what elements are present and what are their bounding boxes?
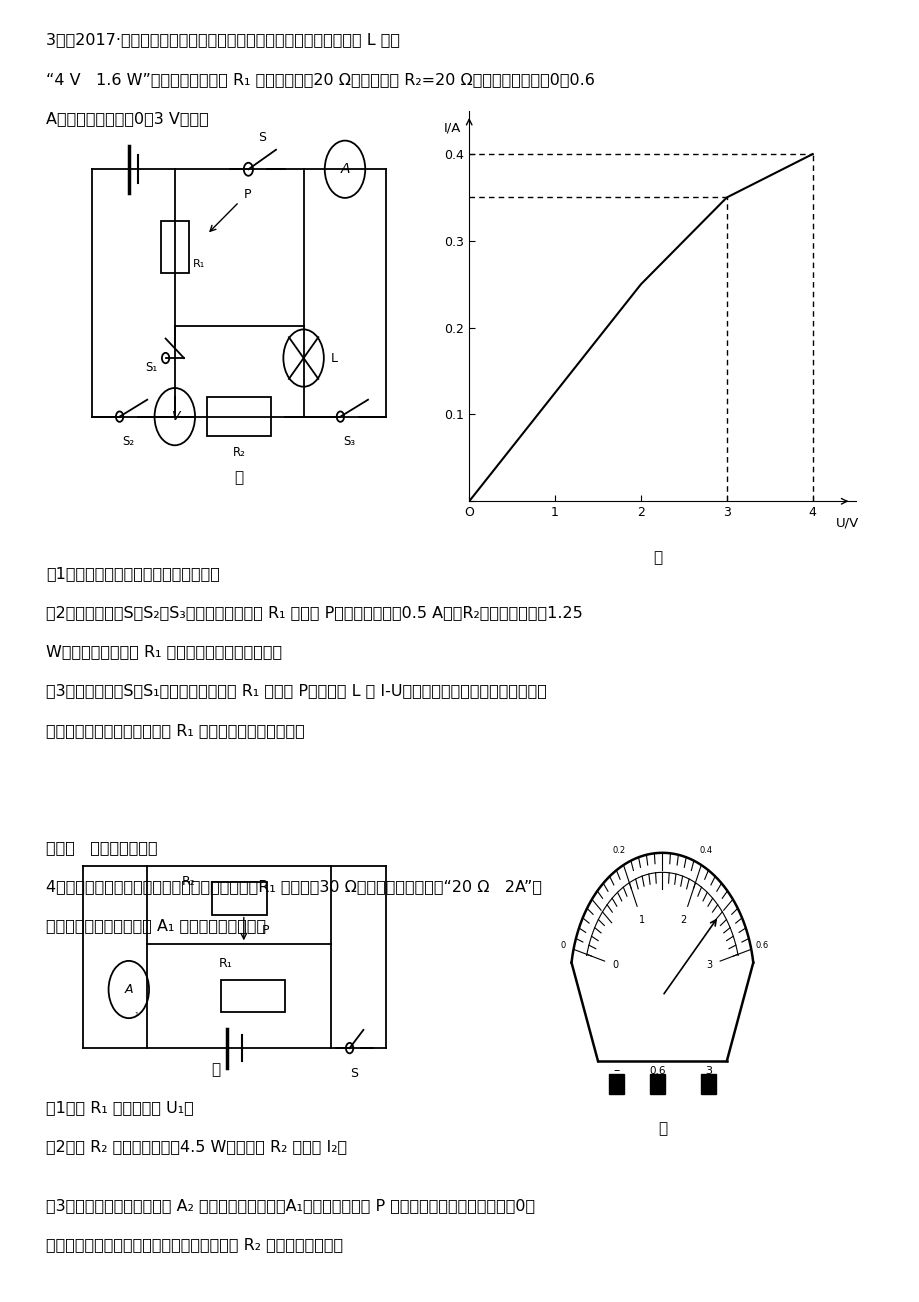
Bar <box>221 979 285 1013</box>
Text: A，电压表的量程为0～3 V。求：: A，电压表的量程为0～3 V。求： <box>46 111 209 126</box>
Text: R₁: R₁ <box>219 957 232 970</box>
Text: S: S <box>258 130 266 143</box>
Text: 2: 2 <box>679 915 686 926</box>
Text: 度线的角度相同，且电路元件均正常工作，求 R₂ 接入电路的阻值。: 度线的角度相同，且电路元件均正常工作，求 R₂ 接入电路的阻值。 <box>46 1237 343 1253</box>
Text: 0: 0 <box>611 960 618 970</box>
Text: （1）求 R₁ 两端的电压 U₁；: （1）求 R₁ 两端的电压 U₁； <box>46 1100 194 1116</box>
Bar <box>650 1074 664 1094</box>
Text: 4．在如图甲所示的电路中，电源电压恒定不变，R₁ 的阻值为30 Ω，滑动变阻器上标有“20 Ω   2A”字: 4．在如图甲所示的电路中，电源电压恒定不变，R₁ 的阻值为30 Ω，滑动变阻器上… <box>46 879 541 894</box>
Text: L: L <box>331 352 338 365</box>
Text: 3: 3 <box>706 960 712 970</box>
Text: W。此时滑动变阻器 R₁ 接入电路中的阻值是多少。: W。此时滑动变阻器 R₁ 接入电路中的阻值是多少。 <box>46 644 282 660</box>
Text: 样，闭合电键后，电流表 A₁ 的示数如图乙所示。: 样，闭合电键后，电流表 A₁ 的示数如图乙所示。 <box>46 918 266 934</box>
Text: R₁: R₁ <box>193 259 205 270</box>
Text: （3）现将同样规格的电流表 A₂ 接入电路中，不改变A₁量程，调节滑片 P 的位置，使两电流表指针偏离0刻: （3）现将同样规格的电流表 A₂ 接入电路中，不改变A₁量程，调节滑片 P 的位… <box>46 1198 535 1213</box>
Text: P: P <box>244 187 251 201</box>
Text: “4 V   1.6 W”字样，滑动变阻器 R₁ 的最大阻值为20 Ω，定值电阻 R₂=20 Ω，电流表的量程为0～0.6: “4 V 1.6 W”字样，滑动变阻器 R₁ 的最大阻值为20 Ω，定值电阻 R… <box>46 72 595 87</box>
Text: 甲: 甲 <box>211 1062 221 1077</box>
Text: V: V <box>170 410 179 423</box>
Text: 甲: 甲 <box>234 470 244 484</box>
Text: 0.6: 0.6 <box>649 1066 665 1077</box>
Text: R₂: R₂ <box>233 445 245 458</box>
Text: S₁: S₁ <box>145 361 158 374</box>
Bar <box>207 397 271 436</box>
Text: 乙: 乙 <box>657 1121 666 1135</box>
Bar <box>211 883 267 915</box>
Text: （2）若 R₂ 消耗的电功率为4.5 W，求通过 R₂ 的电流 I₂；: （2）若 R₂ 消耗的电功率为4.5 W，求通过 R₂ 的电流 I₂； <box>46 1139 346 1155</box>
Text: –: – <box>613 1064 618 1077</box>
Text: （2）只闭合开关S、S₂和S₃，移动滑动变阻器 R₁ 的滑片 P使电流表示数为0.5 A时，R₂消耗的电功率为1.25: （2）只闭合开关S、S₂和S₃，移动滑动变阻器 R₁ 的滑片 P使电流表示数为0… <box>46 605 582 621</box>
Text: U/V: U/V <box>834 517 857 530</box>
Text: S: S <box>350 1066 357 1079</box>
Text: P: P <box>262 924 269 937</box>
Text: A: A <box>340 163 349 176</box>
Text: S₃: S₃ <box>343 435 356 448</box>
Bar <box>700 1074 715 1094</box>
Text: （1）小灯泡正常工作时的电阻是多少。: （1）小灯泡正常工作时的电阻是多少。 <box>46 566 220 582</box>
Text: 0: 0 <box>560 941 565 949</box>
Text: ₁: ₁ <box>134 1008 138 1018</box>
Text: S₂: S₂ <box>122 435 135 448</box>
Text: A: A <box>124 983 133 996</box>
Text: I/A: I/A <box>443 121 460 134</box>
Text: 0.2: 0.2 <box>612 846 625 855</box>
Bar <box>161 221 188 273</box>
Text: 1: 1 <box>638 915 644 926</box>
Text: 3: 3 <box>704 1066 711 1077</box>
Text: R₂: R₂ <box>182 875 195 888</box>
Text: 乙: 乙 <box>652 549 662 565</box>
Text: 3．（2017·邯郸一模）如图所示的电路，电源电压保持不变，小灯泡 L 标有: 3．（2017·邯郸一模）如图所示的电路，电源电压保持不变，小灯泡 L 标有 <box>46 33 400 48</box>
Text: 0.6: 0.6 <box>754 941 767 949</box>
Bar <box>608 1074 623 1094</box>
Text: 全工作的情况下，滑动变阻器 R₁ 允许的取值范围是多少。: 全工作的情况下，滑动变阻器 R₁ 允许的取值范围是多少。 <box>46 723 304 738</box>
Text: 0.4: 0.4 <box>698 846 711 855</box>
Text: 类型三   分类讨论计算题: 类型三 分类讨论计算题 <box>46 840 157 855</box>
Text: （3）只闭合开关S和S₁，移动滑动变阻器 R₁ 的滑片 P，小灯泡 L 的 I-U图像如图乙所示，在保证各元件安: （3）只闭合开关S和S₁，移动滑动变阻器 R₁ 的滑片 P，小灯泡 L 的 I-… <box>46 684 546 699</box>
